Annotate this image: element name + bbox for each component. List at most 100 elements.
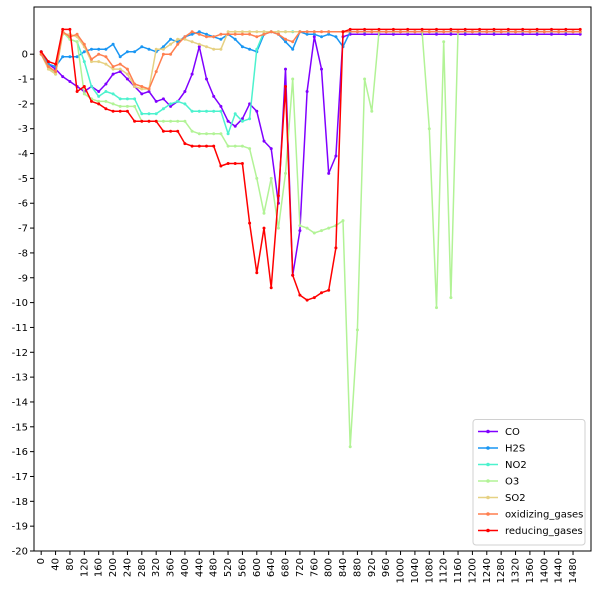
data-point <box>298 224 302 228</box>
data-point <box>75 55 79 59</box>
data-point <box>82 60 86 64</box>
data-point <box>190 109 194 113</box>
data-point <box>147 47 151 51</box>
y-tick-label: -6 <box>18 199 28 210</box>
data-point <box>226 32 230 36</box>
x-tick-label: 280 <box>137 558 148 577</box>
data-point <box>564 27 568 31</box>
data-point <box>75 32 79 36</box>
data-point <box>456 30 460 34</box>
x-axis: 0 40 80 120 160 200 240 280 320 360 400 440 480 520 56… <box>36 551 579 583</box>
data-point <box>276 32 280 36</box>
data-point <box>463 32 467 36</box>
legend-label: oxidizing_gases <box>505 510 583 521</box>
data-point <box>154 47 158 51</box>
data-point <box>406 27 410 31</box>
data-point <box>226 119 230 123</box>
data-point <box>219 109 223 113</box>
data-point <box>90 47 93 51</box>
data-point <box>118 62 122 66</box>
legend-label: H2S <box>505 444 525 455</box>
y-tick-label: -2 <box>18 99 28 110</box>
data-point <box>219 37 223 41</box>
data-point <box>255 30 259 34</box>
x-tick-label: 720 <box>295 558 306 577</box>
data-point <box>104 47 108 51</box>
y-tick-label: -10 <box>12 298 28 309</box>
data-point <box>399 30 402 34</box>
data-point <box>312 296 316 300</box>
data-point <box>578 27 582 31</box>
data-point <box>427 127 431 131</box>
legend-label: NO2 <box>505 460 527 471</box>
data-point <box>147 112 151 116</box>
data-point <box>284 67 287 71</box>
y-tick-label: -14 <box>12 397 28 408</box>
x-tick-label: 1080 <box>424 558 435 583</box>
y-tick-label: -3 <box>18 124 28 135</box>
data-point <box>269 147 273 151</box>
data-point <box>111 109 115 113</box>
series-reducing_gases <box>39 27 582 302</box>
y-tick-label: -1 <box>18 75 28 86</box>
data-point <box>284 30 287 34</box>
legend: CO H2S NO2 O3 SO2 oxidizing_gases reducing_gas… <box>472 419 586 546</box>
data-point <box>226 144 230 148</box>
data-point <box>140 112 144 116</box>
x-tick-label: 1000 <box>396 558 407 583</box>
data-point <box>226 132 230 136</box>
data-point <box>212 132 216 136</box>
data-point <box>140 119 144 123</box>
data-point <box>104 107 108 111</box>
data-point <box>240 144 244 148</box>
data-point <box>205 144 208 148</box>
data-point <box>442 40 446 44</box>
x-tick-label: 1280 <box>496 558 507 583</box>
y-tick-label: -19 <box>12 522 28 533</box>
data-point <box>176 119 180 123</box>
data-point <box>233 162 237 165</box>
data-point <box>161 107 165 111</box>
data-point <box>161 97 165 101</box>
x-tick-label: 40 <box>51 558 62 571</box>
data-point <box>219 32 223 36</box>
data-point <box>205 132 208 136</box>
data-point <box>305 90 309 93</box>
data-point <box>521 32 525 36</box>
data-point <box>212 109 216 113</box>
data-point <box>133 85 137 88</box>
data-point <box>391 32 395 36</box>
data-point <box>183 119 187 123</box>
data-point <box>255 109 259 113</box>
data-point <box>435 27 438 31</box>
data-point <box>233 112 237 116</box>
data-point <box>334 246 338 250</box>
data-point <box>140 45 144 49</box>
data-point <box>169 129 173 133</box>
data-point <box>97 60 101 64</box>
data-point <box>118 104 122 108</box>
data-point <box>125 67 129 71</box>
data-point <box>284 40 287 44</box>
y-tick-label: -20 <box>12 547 28 558</box>
data-point <box>478 27 482 31</box>
data-point <box>183 102 187 106</box>
data-point <box>68 80 72 83</box>
data-point <box>427 30 431 34</box>
data-point <box>46 60 50 64</box>
data-point <box>248 117 252 121</box>
data-point <box>435 32 438 36</box>
data-point <box>97 102 101 106</box>
data-point <box>298 30 302 34</box>
legend-item: NO2 <box>478 460 527 471</box>
data-point <box>82 42 86 46</box>
y-tick-label: -18 <box>12 497 28 508</box>
data-point <box>528 30 532 34</box>
data-point <box>39 50 43 54</box>
data-point <box>341 219 345 223</box>
x-tick-label: 1480 <box>568 558 579 583</box>
legend-item: SO2 <box>478 493 526 504</box>
data-point <box>269 176 273 180</box>
data-point <box>363 27 367 31</box>
data-point <box>291 47 295 51</box>
